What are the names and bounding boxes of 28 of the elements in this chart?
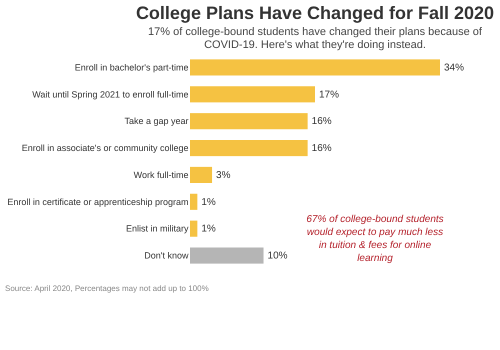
data-label: 3%: [216, 170, 231, 181]
y-tick-label: Enroll in certificate or apprenticeship program: [7, 196, 188, 207]
y-tick-label: Enlist in military: [126, 224, 189, 234]
bar: [190, 220, 198, 237]
bar: [190, 248, 264, 264]
y-tick-label: Enroll in bachelor's part-time: [74, 62, 188, 72]
bar: [190, 140, 308, 156]
data-label: 16%: [312, 143, 332, 154]
y-tick-label: Take a gap year: [124, 116, 188, 126]
chart-title: College Plans Have Changed for Fall 2020: [136, 3, 494, 23]
y-tick-label: Work full-time: [134, 170, 188, 180]
bar: [190, 166, 212, 183]
y-tick-label: Don't know: [144, 250, 189, 261]
data-label: 1%: [201, 224, 216, 235]
data-label: 17%: [319, 89, 340, 100]
bar: [190, 113, 308, 130]
chart-subtitle: 17% of college-bound students have changed their plans because of COVID-19. Here's what they're doing instead.: [148, 26, 483, 51]
source-note: Source: April 2020, Percentages may not add up to 100%: [5, 284, 209, 293]
y-tick-label: Enroll in associate's or community college: [22, 143, 188, 154]
bar: [190, 86, 315, 102]
bar: [190, 59, 440, 76]
y-tick-label: Wait until Spring 2021 to enroll full-time: [32, 89, 188, 100]
annotation: 67% of college-bound students would expect to pay much less in tuition & fees for online learning: [306, 214, 444, 264]
data-label: 1%: [201, 196, 216, 208]
data-label: 34%: [444, 62, 464, 74]
data-label: 16%: [312, 116, 332, 128]
bar: [190, 194, 198, 210]
data-label: 10%: [268, 250, 288, 262]
